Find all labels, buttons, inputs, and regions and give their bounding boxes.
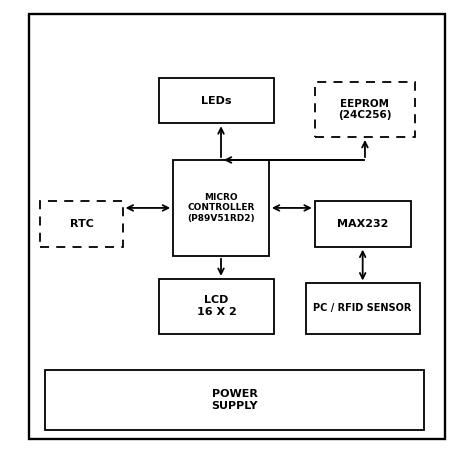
Text: MICRO
CONTROLLER
(P89V51RD2): MICRO CONTROLLER (P89V51RD2) [187,193,255,223]
Text: LCD
16 X 2: LCD 16 X 2 [197,295,237,317]
Text: PC / RFID SENSOR: PC / RFID SENSOR [313,303,412,314]
Bar [315,201,410,247]
Bar [159,279,273,334]
Bar [315,82,415,137]
Text: LEDs: LEDs [201,96,232,106]
Bar [40,201,123,247]
Text: MAX232: MAX232 [337,219,388,229]
Bar [45,370,424,430]
Text: RTC: RTC [70,219,93,229]
Text: EEPROM
(24C256): EEPROM (24C256) [338,99,392,121]
Bar [159,78,273,123]
Bar [306,283,420,334]
Text: POWER
SUPPLY: POWER SUPPLY [211,389,258,411]
Bar [173,160,269,256]
